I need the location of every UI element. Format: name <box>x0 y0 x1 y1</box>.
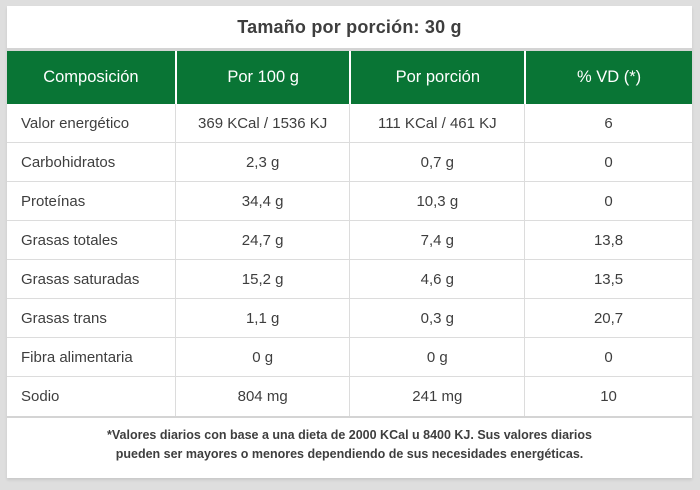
row-label: Fibra alimentaria <box>21 348 133 366</box>
row-value: 369 KCal / 1536 KJ <box>174 104 350 142</box>
table-row: Grasas saturadas 15,2 g 4,6 g 13,5 <box>7 260 692 299</box>
table-row: Valor energético 369 KCal / 1536 KJ 111 KC… <box>7 104 692 143</box>
row-value: 13,8 <box>524 221 692 259</box>
row-value: 0,3 g <box>349 299 524 337</box>
row-value: 34,4 g <box>174 182 350 220</box>
column-header-1: Por 100 g <box>174 51 350 104</box>
row-value: 4,6 g <box>349 260 524 298</box>
row-value: 15,2 g <box>174 260 350 298</box>
column-header-0: Composición <box>43 68 139 86</box>
footer-divider <box>7 416 692 418</box>
row-label: Grasas trans <box>21 309 107 327</box>
nutrition-label-card: Tamaño por porción: 30 g Composición Por … <box>7 6 692 478</box>
column-header-2: Por porción <box>349 51 524 104</box>
row-value: 0 g <box>174 338 350 376</box>
row-value: 0 g <box>349 338 524 376</box>
row-label: Valor energético <box>21 114 130 132</box>
table-row: Grasas trans 1,1 g 0,3 g 20,7 <box>7 299 692 338</box>
row-value: 1,1 g <box>174 299 350 337</box>
row-label: Grasas saturadas <box>21 270 140 288</box>
row-value: 20,7 <box>524 299 692 337</box>
daily-values-footnote: *Valores diarios con base a una dieta de… <box>7 418 692 478</box>
serving-size-title: Tamaño por porción: 30 g <box>237 16 462 37</box>
table-row: Grasas totales 24,7 g 7,4 g 13,8 <box>7 221 692 260</box>
footnote-line-2: pueden ser mayores o menores dependiendo… <box>115 447 584 461</box>
row-label: Proteínas <box>21 192 86 210</box>
row-label: Carbohidratos <box>21 153 116 171</box>
row-value: 241 mg <box>349 377 524 416</box>
row-value: 0 <box>524 143 692 181</box>
row-value: 0 <box>524 182 692 220</box>
footnote-line-1: *Valores diarios con base a una dieta de… <box>107 428 592 442</box>
row-value: 2,3 g <box>174 143 350 181</box>
table-body: Valor energético 369 KCal / 1536 KJ 111 KC… <box>7 104 692 416</box>
row-value: 6 <box>524 104 692 142</box>
row-label: Sodio <box>21 388 60 405</box>
row-value: 111 KCal / 461 KJ <box>349 104 524 142</box>
row-value: 804 mg <box>174 377 350 416</box>
row-value: 24,7 g <box>174 221 350 259</box>
column-header-3: % VD (*) <box>524 51 692 104</box>
row-value: 0,7 g <box>349 143 524 181</box>
table-header-row: Composición Por 100 g Por porción% VD (*) <box>7 51 692 104</box>
row-value: 0 <box>524 338 692 376</box>
row-value: 7,4 g <box>349 221 524 259</box>
row-value: 13,5 <box>524 260 692 298</box>
row-value: 10 <box>524 377 692 416</box>
row-value: 10,3 g <box>349 182 524 220</box>
row-label: Grasas totales <box>21 231 118 249</box>
title-divider <box>7 48 692 51</box>
table-row: Sodio 804 mg 241 mg 10 <box>7 377 692 416</box>
